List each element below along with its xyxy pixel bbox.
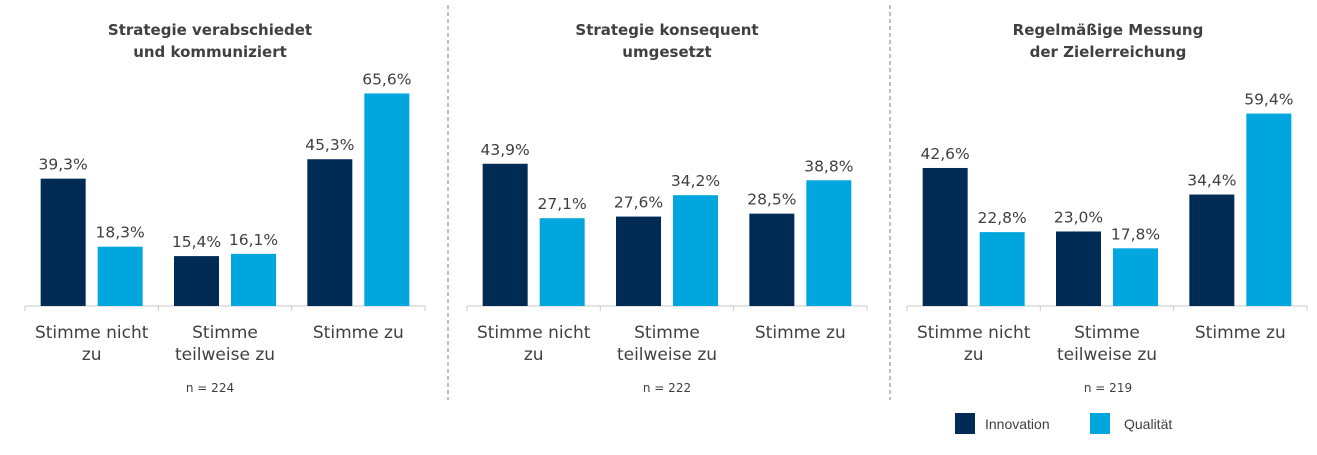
chart2-category-label-3: Stimme zu (755, 323, 846, 343)
chart1-value-label-innovation-3: 45,3% (305, 136, 354, 154)
chart3-bar-innovation-1 (922, 167, 968, 306)
chart2-value-label-qualitaet-3: 38,8% (804, 157, 853, 175)
chart1-category-label-3: Stimme zu (313, 323, 404, 343)
chart3-bar-qualitaet-2 (1113, 248, 1158, 306)
chart2-category-label-2: teilweise zu (617, 345, 717, 365)
chart2-n-label: n = 222 (643, 381, 691, 395)
chart2-value-label-innovation-1: 43,9% (481, 141, 530, 159)
chart1-bar-innovation-2 (174, 256, 219, 306)
chart2-bar-qualitaet-2 (673, 195, 718, 306)
chart1-value-label-qualitaet-3: 65,6% (362, 70, 411, 88)
chart2-value-label-qualitaet-2: 34,2% (671, 172, 720, 190)
chart1-category-label-2: Stimme (192, 323, 258, 343)
legend-label-innovation: Innovation (985, 416, 1050, 432)
chart3-bar-innovation-2 (1056, 231, 1101, 306)
chart2-value-label-qualitaet-1: 27,1% (538, 195, 587, 213)
chart1-value-label-qualitaet-2: 16,1% (229, 231, 278, 249)
chart3-bar-innovation-3 (1189, 194, 1235, 306)
chart3-value-label-qualitaet-2: 17,8% (1111, 225, 1160, 243)
chart3-bar-qualitaet-3 (1246, 113, 1292, 306)
legend-label-qualitaet: Qualität (1124, 416, 1172, 432)
chart2-category-label-1: Stimme nicht (477, 323, 591, 343)
chart1-bar-qualitaet-3 (364, 93, 410, 307)
chart1-title-line-1: Strategie verabschiedet (108, 21, 312, 39)
chart1-category-label-1: zu (82, 345, 102, 365)
legend-swatch-qualitaet (1090, 413, 1110, 434)
chart3-value-label-qualitaet-3: 59,4% (1244, 91, 1293, 109)
chart2-bar-innovation-2 (616, 216, 661, 306)
chart3-category-label-2: Stimme (1074, 323, 1140, 343)
chart1-category-label-1: Stimme nicht (35, 323, 149, 343)
chart1-bar-qualitaet-2 (231, 253, 276, 306)
chart1-category-label-2: teilweise zu (175, 345, 275, 365)
chart2-bar-qualitaet-1 (539, 218, 585, 306)
chart2-title-line-1: Strategie konsequent (575, 21, 758, 39)
chart3-n-label: n = 219 (1084, 381, 1132, 395)
chart2-bar-innovation-1 (482, 163, 528, 306)
chart3-title-line-2: der Zielerreichung (1030, 43, 1187, 61)
chart3-value-label-qualitaet-1: 22,8% (978, 209, 1027, 227)
legend-swatch-innovation (955, 413, 975, 434)
chart2-category-label-1: zu (524, 345, 544, 365)
chart3-category-label-1: zu (964, 345, 984, 365)
chart1-value-label-qualitaet-1: 18,3% (96, 224, 145, 242)
chart1-bar-innovation-3 (307, 159, 353, 306)
chart1-bar-qualitaet-1 (97, 246, 143, 306)
chart1-title-line-2: und kommuniziert (133, 43, 287, 61)
chart1-bar-innovation-1 (40, 178, 86, 306)
chart3-bar-qualitaet-1 (979, 232, 1025, 306)
chart1-value-label-innovation-2: 15,4% (172, 233, 221, 251)
chart2-value-label-innovation-3: 28,5% (747, 191, 796, 209)
chart3-value-label-innovation-1: 42,6% (921, 145, 970, 163)
chart2-title-line-2: umgesetzt (622, 43, 711, 61)
chart2-value-label-innovation-2: 27,6% (614, 194, 663, 212)
chart2-bar-qualitaet-3 (806, 180, 852, 306)
chart3-value-label-innovation-3: 34,4% (1187, 172, 1236, 190)
chart1-value-label-innovation-1: 39,3% (39, 156, 88, 174)
chart3-category-label-2: teilweise zu (1057, 345, 1157, 365)
chart3-category-label-1: Stimme nicht (917, 323, 1031, 343)
chart2-category-label-2: Stimme (634, 323, 700, 343)
chart1-n-label: n = 224 (186, 381, 234, 395)
chart3-category-label-3: Stimme zu (1195, 323, 1286, 343)
chart2-bar-innovation-3 (749, 213, 795, 306)
chart3-title-line-1: Regelmäßige Messung (1013, 21, 1204, 39)
chart3-value-label-innovation-2: 23,0% (1054, 208, 1103, 226)
